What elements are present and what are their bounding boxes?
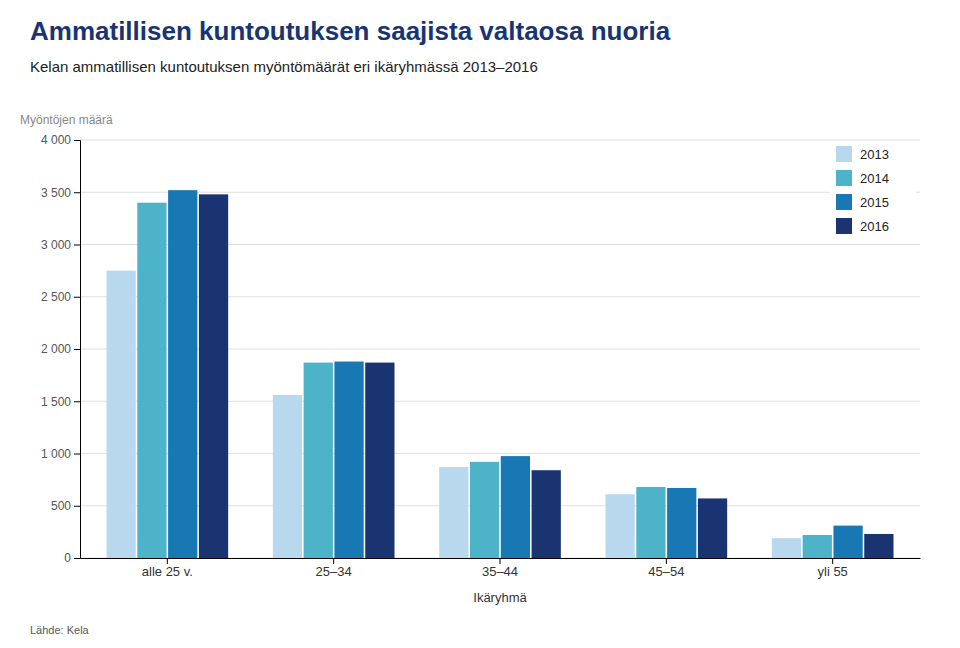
y-axis: 0 500 1 000 1 500 2 000 2 500 3 000 3 500 4 000 xyxy=(41,133,81,565)
bar xyxy=(501,456,530,558)
source: Lähde: Kela xyxy=(30,624,90,636)
y-tick: 0 xyxy=(64,551,80,565)
x-tick-mark xyxy=(500,558,501,564)
y-tick-mark xyxy=(74,140,80,141)
bar xyxy=(772,538,801,558)
title: Ammatillisen kuntoutuksen saajista valta… xyxy=(30,16,671,46)
x-tick: 25–34 xyxy=(316,558,352,579)
x-tick: 45–54 xyxy=(648,558,684,579)
bar xyxy=(137,203,166,558)
x-tick-mark xyxy=(832,558,833,564)
bar xyxy=(273,395,302,558)
legend-item: 2013 xyxy=(836,146,889,162)
y-tick-label: 2 500 xyxy=(41,290,71,304)
legend-label: 2014 xyxy=(860,171,889,186)
x-axis-title: Ikäryhmä xyxy=(473,590,527,605)
x-tick-label: 35–44 xyxy=(482,564,518,579)
y-tick: 2 500 xyxy=(41,290,80,304)
legend-label: 2015 xyxy=(860,195,889,210)
bar xyxy=(667,488,696,558)
y-tick-mark xyxy=(74,245,80,246)
legend-item: 2014 xyxy=(836,170,889,186)
bar xyxy=(334,362,363,558)
y-tick-label: 1 500 xyxy=(41,395,71,409)
bar xyxy=(833,526,862,558)
bar xyxy=(304,363,333,558)
y-tick-mark xyxy=(74,558,80,559)
y-tick: 500 xyxy=(51,499,80,513)
legend-label: 2016 xyxy=(860,219,889,234)
x-tick: alle 25 v. xyxy=(142,558,193,579)
y-tick-label: 4 000 xyxy=(41,133,71,147)
bar xyxy=(606,494,635,558)
bar xyxy=(803,535,832,558)
y-tick: 4 000 xyxy=(41,133,80,147)
bar-series xyxy=(137,203,832,558)
grid-line xyxy=(80,192,920,193)
bar xyxy=(106,271,135,558)
subtitle: Kelan ammatillisen kuntoutuksen myöntömä… xyxy=(30,58,538,75)
chart: Ammatillisen kuntoutuksen saajista valta… xyxy=(0,0,960,648)
x-tick-mark xyxy=(333,558,334,564)
y-tick: 1 500 xyxy=(41,395,80,409)
legend-swatch xyxy=(836,146,852,162)
x-tick-label: yli 55 xyxy=(817,564,847,579)
bar xyxy=(864,534,893,558)
y-tick: 2 000 xyxy=(41,342,80,356)
x-tick: 35–44 xyxy=(482,558,518,579)
bar xyxy=(470,462,499,558)
legend: 2013 2014 2015 2016 xyxy=(830,142,916,242)
x-tick-label: 25–34 xyxy=(316,564,352,579)
legend-item: 2016 xyxy=(836,218,889,234)
y-axis-title: Myöntöjen määrä xyxy=(20,113,113,127)
grid-line xyxy=(80,140,920,141)
x-tick-label: 45–54 xyxy=(648,564,684,579)
x-tick-label: alle 25 v. xyxy=(142,564,193,579)
y-tick-mark xyxy=(74,454,80,455)
bar xyxy=(532,470,561,558)
bars xyxy=(106,190,893,558)
y-tick: 3 500 xyxy=(41,186,80,200)
bar xyxy=(636,487,665,558)
y-tick: 1 000 xyxy=(41,447,80,461)
y-tick-label: 3 000 xyxy=(41,238,71,252)
y-tick-mark xyxy=(74,297,80,298)
y-tick-label: 0 xyxy=(64,551,71,565)
x-axis: alle 25 v. 25–34 35–44 45–54 yli 55 xyxy=(81,558,921,579)
legend-swatch xyxy=(836,194,852,210)
y-tick-label: 500 xyxy=(51,499,71,513)
y-tick-label: 3 500 xyxy=(41,186,71,200)
legend-swatch xyxy=(836,170,852,186)
x-tick: yli 55 xyxy=(817,558,847,579)
legend-swatch xyxy=(836,218,852,234)
bar xyxy=(365,363,394,558)
y-tick-label: 1 000 xyxy=(41,447,71,461)
y-tick-label: 2 000 xyxy=(41,342,71,356)
legend-label: 2013 xyxy=(860,147,889,162)
bar xyxy=(199,194,228,558)
x-tick-mark xyxy=(167,558,168,564)
y-axis-line xyxy=(74,141,81,559)
grid xyxy=(80,140,920,558)
y-tick: 3 000 xyxy=(41,238,80,252)
y-tick-mark xyxy=(74,192,80,193)
y-tick-mark xyxy=(74,349,80,350)
bar-series xyxy=(199,194,894,558)
bar-series xyxy=(168,190,863,558)
bar xyxy=(698,498,727,558)
x-tick-mark xyxy=(666,558,667,564)
legend-item: 2015 xyxy=(836,194,889,210)
y-tick-mark xyxy=(74,401,80,402)
bar xyxy=(439,467,468,558)
y-tick-mark xyxy=(74,506,80,507)
bar xyxy=(168,190,197,558)
legend-background xyxy=(830,142,916,242)
plot-area: 0 500 1 000 1 500 2 000 2 500 3 000 3 500 4 000 a… xyxy=(20,113,921,605)
